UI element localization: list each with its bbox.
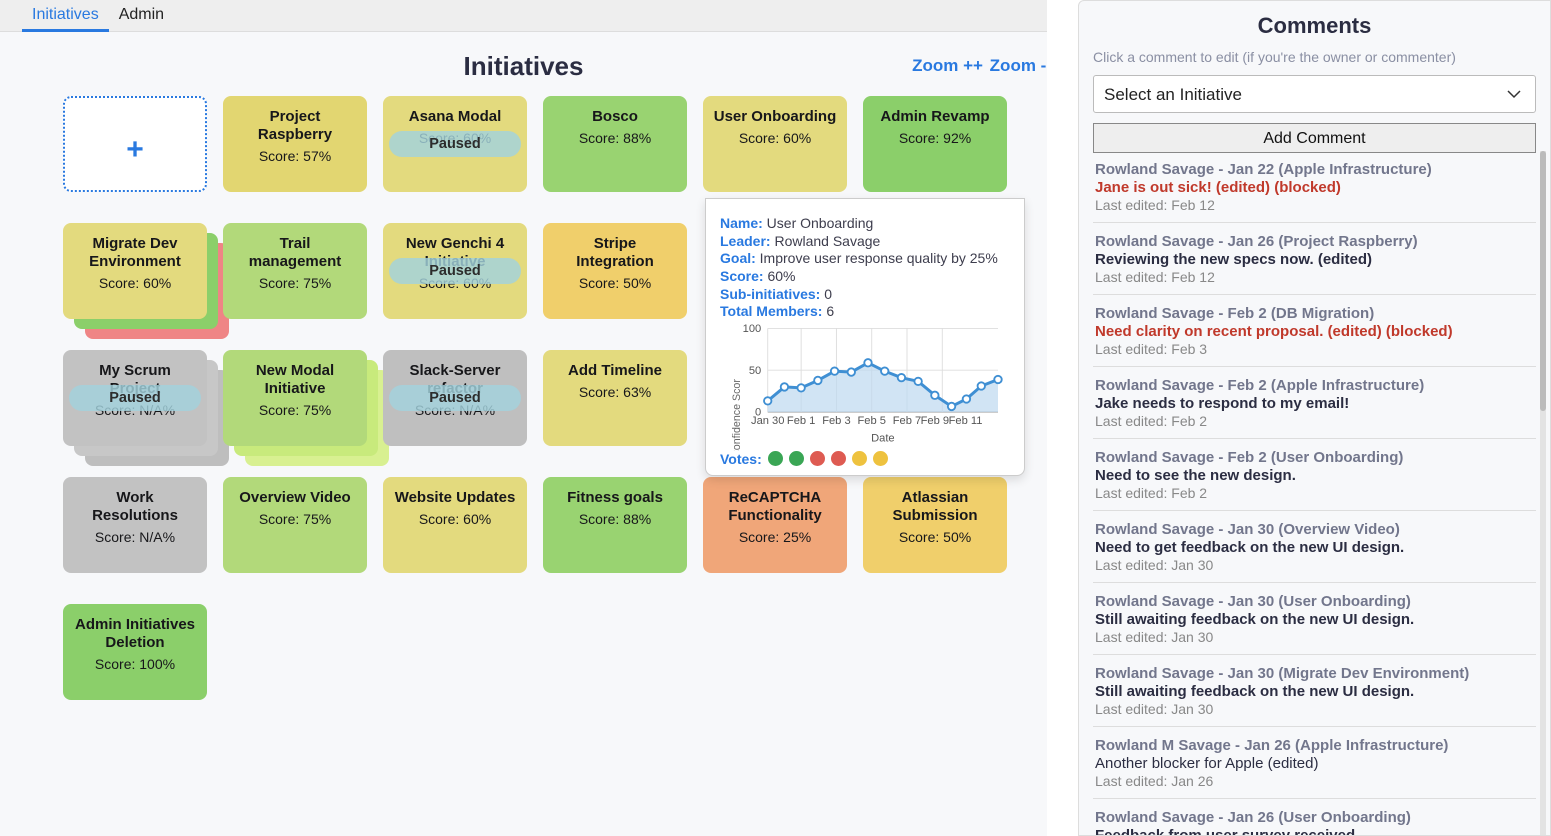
svg-text:Date: Date [871,432,895,444]
svg-text:100: 100 [743,323,762,335]
svg-text:Feb 5: Feb 5 [857,415,885,427]
svg-text:Feb 7: Feb 7 [893,415,921,427]
svg-text:Feb 9: Feb 9 [921,415,949,427]
svg-text:50: 50 [749,365,761,377]
svg-text:Jan 30: Jan 30 [751,415,784,427]
svg-text:Feb 11: Feb 11 [949,415,983,427]
svg-text:Feb 1: Feb 1 [787,415,815,427]
svg-text:Confidence Scor: Confidence Scor [731,378,743,450]
svg-text:Feb 3: Feb 3 [822,415,850,427]
